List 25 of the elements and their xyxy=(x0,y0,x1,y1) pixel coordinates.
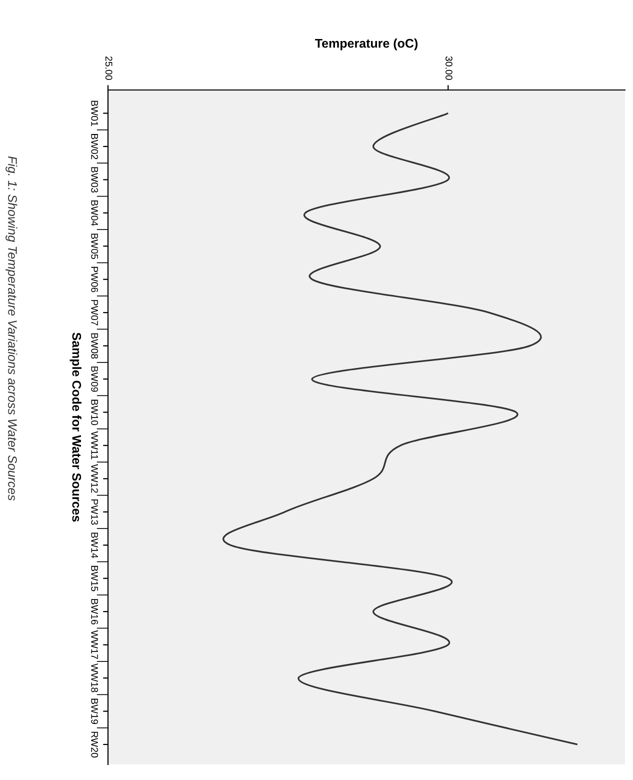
y-tick-label: PW13 xyxy=(91,499,98,525)
x-axis-title: Temperature (oC) xyxy=(315,38,418,50)
y-tick-label: BW16 xyxy=(91,599,98,624)
y-tick-label: BW08 xyxy=(91,333,98,359)
y-tick-label: BW02 xyxy=(91,134,98,160)
y-tick-label: WW12 xyxy=(91,464,98,493)
y-tick-label: BW04 xyxy=(91,200,98,226)
y-tick-label: BW01 xyxy=(91,100,98,126)
y-tick-label: BW10 xyxy=(91,400,98,426)
x-tick-label: 25.00 xyxy=(105,56,112,80)
y-tick-label: BW05 xyxy=(91,234,98,259)
y-tick-label: WW17 xyxy=(91,630,98,659)
y-tick-label: BW19 xyxy=(91,698,98,724)
y-tick-label: RW20 xyxy=(91,732,98,758)
y-tick-label: WW18 xyxy=(91,663,98,692)
y-tick-label: WW11 xyxy=(91,431,98,460)
y-axis-title: Sample Code for Water Sources xyxy=(70,332,82,522)
y-tick-label: BW09 xyxy=(91,366,98,392)
y-tick-label: PW06 xyxy=(91,266,98,292)
y-tick-label: BW15 xyxy=(91,566,98,592)
y-tick-label: BW14 xyxy=(91,532,98,558)
x-tick-label: 30.00 xyxy=(446,56,452,80)
y-tick-label: PW07 xyxy=(91,300,98,326)
caption: Fig. 1: Showing Temperature Variations across Water Sources xyxy=(6,156,18,501)
y-tick-label: BW03 xyxy=(91,167,98,193)
